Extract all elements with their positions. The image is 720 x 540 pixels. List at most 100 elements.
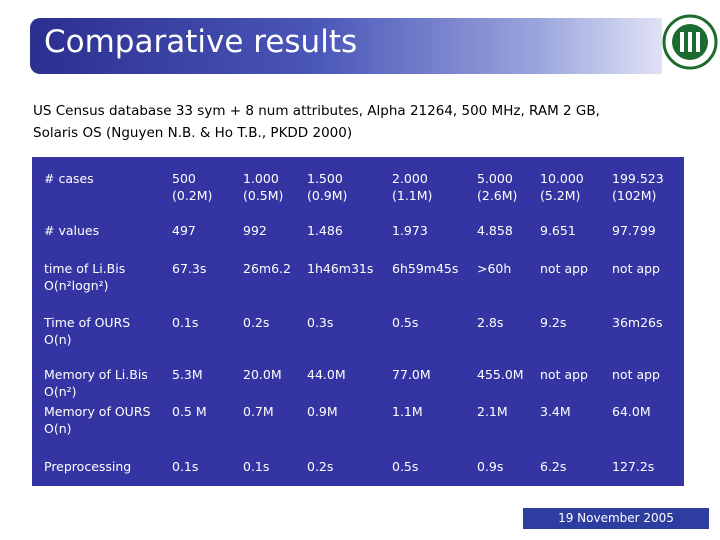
cell-line: (102M) (612, 188, 657, 203)
table-cell: >60h (477, 260, 511, 277)
table-cell: 9.651 (540, 222, 576, 239)
table-cell: 497 (172, 222, 196, 239)
cell-line: O(n²logn²) (44, 278, 109, 293)
table-cell: 36m26s (612, 314, 663, 331)
table-cell: 455.0M (477, 366, 524, 383)
table-cell: 2.1M (477, 403, 508, 420)
cell-line: 0.5s (392, 315, 419, 330)
table-cell: not app (540, 260, 588, 277)
subtitle-line: US Census database 33 sym + 8 num attrib… (33, 103, 600, 119)
cell-line: (1.1M) (392, 188, 433, 203)
cell-line: 0.9s (477, 459, 504, 474)
cell-line: 10.000 (540, 171, 584, 186)
table-cell: 44.0M (307, 366, 346, 383)
cell-line: not app (612, 261, 660, 276)
cell-line: Memory of Li.Bis (44, 367, 148, 382)
cell-line: (2.6M) (477, 188, 518, 203)
cell-line: 992 (243, 223, 267, 238)
subtitle-line: Solaris OS (Nguyen N.B. & Ho T.B., PKDD … (33, 125, 353, 141)
table-cell: 6.2s (540, 458, 566, 475)
cell-line: O(n²) (44, 384, 77, 399)
cell-line: 0.1s (172, 459, 199, 474)
cell-line: 6.2s (540, 459, 567, 474)
row-header: Time of OURS O(n) (44, 314, 130, 348)
table-cell: 0.1s (172, 458, 198, 475)
table-cell: 6h59m45s (392, 260, 458, 277)
cell-line: Memory of OURS (44, 404, 151, 419)
table-cell: 0.9s (477, 458, 503, 475)
cell-line: # cases (44, 171, 94, 186)
cell-line: Preprocessing (44, 459, 132, 474)
slide-title: Comparative results (44, 24, 358, 60)
cell-line: 6h59m45s (392, 261, 459, 276)
table-cell: 0.5s (392, 314, 418, 331)
table-cell: 9.2s (540, 314, 566, 331)
cell-line: (5.2M) (540, 188, 581, 203)
cell-line: 1.000 (243, 171, 279, 186)
table-cell: 1h46m31s (307, 260, 373, 277)
cell-line: 0.1s (243, 459, 270, 474)
row-header: # values (44, 222, 99, 239)
cell-line: 64.0M (612, 404, 651, 419)
table-cell: 0.1s (243, 458, 269, 475)
table-cell: 67.3s (172, 260, 206, 277)
cell-line: (0.2M) (172, 188, 213, 203)
logo (662, 14, 718, 70)
table-cell: 10.000 (5.2M) (540, 170, 584, 204)
table-cell: 199.523 (102M) (612, 170, 664, 204)
cell-line: not app (540, 261, 588, 276)
cell-line: 5.3M (172, 367, 203, 382)
cell-line: 1.973 (392, 223, 428, 238)
cell-line: 199.523 (612, 171, 664, 186)
table-cell: 1.000 (0.5M) (243, 170, 283, 204)
table-cell: 0.5 M (172, 403, 207, 420)
cell-line: 497 (172, 223, 196, 238)
table-cell: 2.000 (1.1M) (392, 170, 432, 204)
table-cell: 0.1s (172, 314, 198, 331)
table-cell: 0.9M (307, 403, 338, 420)
cell-line: 67.3s (172, 261, 207, 276)
cell-line: O(n) (44, 332, 72, 347)
cell-line: 3.4M (540, 404, 571, 419)
cell-line: 97.799 (612, 223, 656, 238)
row-header: Memory of OURS O(n) (44, 403, 150, 437)
cell-line: 9.2s (540, 315, 567, 330)
cell-line: 0.3s (307, 315, 334, 330)
table-cell: 500 (0.2M) (172, 170, 212, 204)
table-cell: 4.858 (477, 222, 513, 239)
table-cell: 20.0M (243, 366, 282, 383)
table-cell: 0.2s (307, 458, 333, 475)
row-header: Memory of Li.Bis O(n²) (44, 366, 148, 400)
table-cell: 5.3M (172, 366, 203, 383)
table-cell: 0.5s (392, 458, 418, 475)
table-cell: 992 (243, 222, 267, 239)
table-cell: 97.799 (612, 222, 656, 239)
cell-line: 0.1s (172, 315, 199, 330)
cell-line: 1.486 (307, 223, 343, 238)
table-cell: 3.4M (540, 403, 571, 420)
table-cell: 1.486 (307, 222, 343, 239)
cell-line: 455.0M (477, 367, 524, 382)
cell-line: 2.000 (392, 171, 428, 186)
cell-line: 1.500 (307, 171, 343, 186)
cell-line: not app (540, 367, 588, 382)
table-cell: not app (540, 366, 588, 383)
row-header: Preprocessing (44, 458, 131, 475)
table-cell: 0.2s (243, 314, 269, 331)
table-cell: 0.7M (243, 403, 274, 420)
cell-line: 127.2s (612, 459, 655, 474)
cell-line: 20.0M (243, 367, 282, 382)
cell-line: 77.0M (392, 367, 431, 382)
row-header: time of Li.Bis O(n²logn²) (44, 260, 125, 294)
table-cell: 5.000 (2.6M) (477, 170, 517, 204)
table-cell: 1.973 (392, 222, 428, 239)
cell-line: (0.9M) (307, 188, 348, 203)
cell-line: O(n) (44, 421, 72, 436)
cell-line: 0.5 M (172, 404, 207, 419)
table-cell: 2.8s (477, 314, 503, 331)
table-cell: 77.0M (392, 366, 431, 383)
cell-line: # values (44, 223, 100, 238)
cell-line: 9.651 (540, 223, 576, 238)
cell-line: time of Li.Bis (44, 261, 126, 276)
